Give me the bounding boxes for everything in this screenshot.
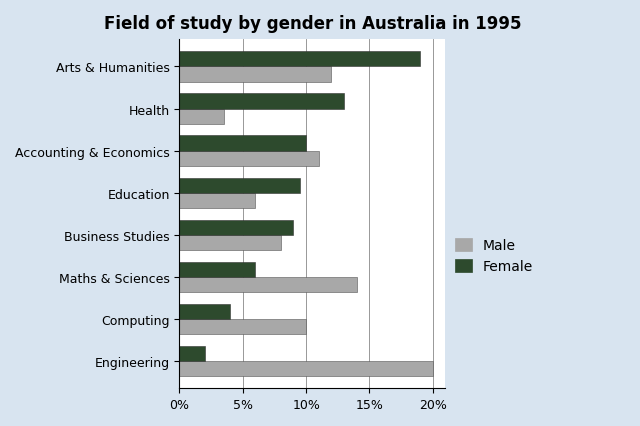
Bar <box>179 235 281 250</box>
Bar <box>179 67 332 82</box>
Bar <box>179 109 224 124</box>
Bar <box>179 277 357 292</box>
Bar <box>179 262 255 277</box>
Bar <box>179 361 433 376</box>
Bar <box>179 193 255 208</box>
Bar <box>179 52 420 67</box>
Bar <box>179 151 319 166</box>
Bar <box>179 178 300 193</box>
Legend: Male, Female: Male, Female <box>455 239 533 273</box>
Bar <box>179 319 306 334</box>
Title: Field of study by gender in Australia in 1995: Field of study by gender in Australia in… <box>104 15 521 33</box>
Bar <box>179 346 205 361</box>
Bar <box>179 94 344 109</box>
Bar <box>179 304 230 319</box>
Bar <box>179 136 306 151</box>
Bar <box>179 220 294 235</box>
